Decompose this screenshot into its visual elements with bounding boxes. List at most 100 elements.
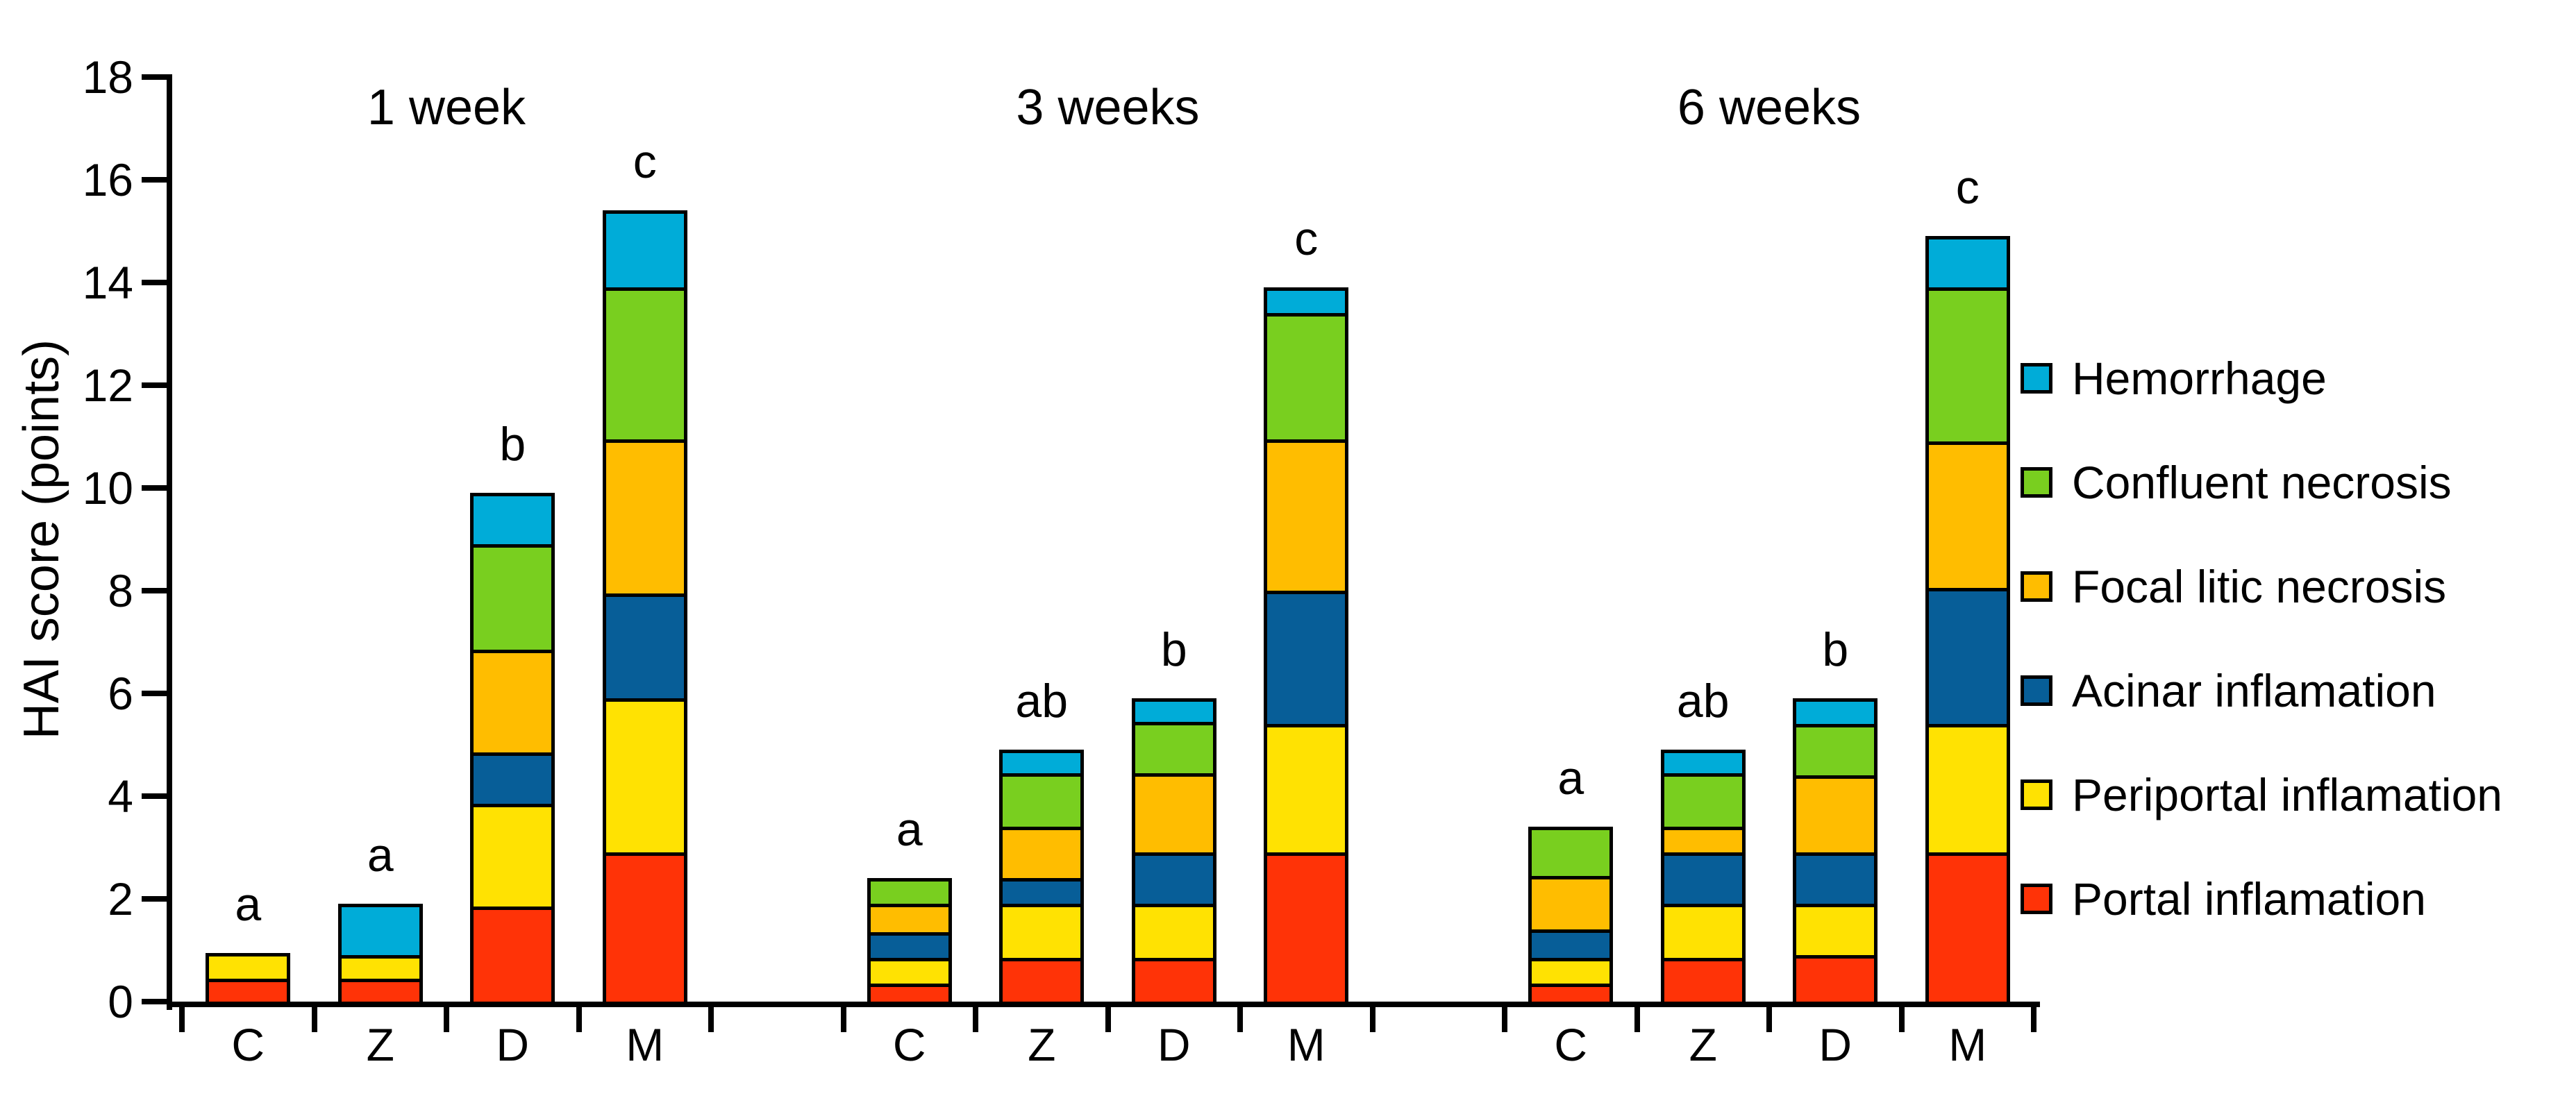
bar-segment-acinar-inflamation [470, 752, 555, 808]
y-tick-label: 18 [82, 51, 133, 103]
sig-letter: a [896, 803, 923, 857]
legend-swatch-portal-inflamation [2021, 884, 2052, 914]
x-category-label: D [496, 1019, 530, 1070]
x-category-label: Z [1689, 1019, 1717, 1070]
bar-segment-portal-inflamation [1131, 958, 1216, 1005]
y-tick [142, 588, 172, 593]
bar-segment-acinar-inflamation [602, 593, 687, 702]
x-tick [2031, 1007, 2036, 1032]
legend-label: Acinar inflamation [2072, 665, 2436, 716]
y-tick-label: 12 [82, 360, 133, 411]
y-tick-label: 4 [108, 770, 133, 822]
x-category-label: D [1157, 1019, 1191, 1070]
x-tick [708, 1007, 714, 1032]
bar-segment-acinar-inflamation [1925, 588, 2010, 728]
bar-segment-periportal-inflamation [1793, 904, 1878, 959]
bar-segment-hemorrhage [1793, 698, 1878, 728]
bar-segment-confluent-necrosis [1528, 827, 1614, 879]
x-category-label: Z [366, 1019, 394, 1070]
bar-segment-periportal-inflamation [1264, 724, 1349, 857]
x-category-label: D [1818, 1019, 1852, 1070]
y-tick [142, 74, 172, 80]
bar-segment-hemorrhage [470, 493, 555, 548]
x-category-label: C [892, 1019, 926, 1070]
bar-segment-hemorrhage [602, 210, 687, 292]
y-tick [142, 382, 172, 388]
bar-segment-portal-inflamation [470, 907, 555, 1005]
y-tick [142, 280, 172, 285]
x-tick [1369, 1007, 1375, 1032]
bar-segment-hemorrhage [1925, 236, 2010, 292]
bar-segment-confluent-necrosis [1925, 287, 2010, 446]
bar-segment-portal-inflamation [206, 978, 291, 1005]
bar-segment-periportal-inflamation [1925, 724, 2010, 857]
y-tick-label: 6 [108, 668, 133, 719]
sig-letter: a [367, 829, 394, 882]
y-axis-line [167, 74, 172, 1010]
bar-segment-confluent-necrosis [1660, 773, 1746, 831]
bar-segment-acinar-inflamation [1131, 852, 1216, 908]
bar-segment-portal-inflamation [999, 958, 1085, 1005]
y-tick-label: 8 [108, 565, 133, 616]
bar-segment-portal-inflamation [337, 978, 423, 1005]
legend-label: Periportal inflamation [2072, 769, 2502, 820]
legend-swatch-confluent-necrosis [2021, 467, 2052, 498]
x-category-label: M [1948, 1019, 1987, 1070]
legend-item: Periportal inflamation [2021, 764, 2502, 826]
sig-letter: b [1160, 623, 1187, 677]
bar-segment-periportal-inflamation [867, 958, 952, 988]
x-tick [840, 1007, 846, 1032]
x-tick [973, 1007, 978, 1032]
legend-label: Focal litic necrosis [2072, 561, 2447, 612]
x-category-label: M [626, 1019, 664, 1070]
y-tick [142, 177, 172, 183]
group-title: 1 week [367, 80, 526, 135]
bar-segment-focal-litic-necrosis [1131, 773, 1216, 857]
y-tick [142, 691, 172, 696]
x-tick [576, 1007, 582, 1032]
bar-segment-confluent-necrosis [867, 878, 952, 908]
bar-segment-focal-litic-necrosis [867, 904, 952, 936]
bar-segment-hemorrhage [1660, 750, 1746, 777]
x-tick [1766, 1007, 1772, 1032]
bar-segment-confluent-necrosis [1264, 313, 1349, 443]
x-tick [1502, 1007, 1507, 1032]
sig-letter: ab [1676, 675, 1730, 728]
y-tick [142, 793, 172, 799]
bar-segment-focal-litic-necrosis [1660, 827, 1746, 857]
bar-segment-periportal-inflamation [470, 804, 555, 911]
sig-letter: a [235, 877, 262, 931]
group-title: 6 weeks [1677, 80, 1862, 135]
bar-segment-focal-litic-necrosis [999, 827, 1085, 882]
bar-segment-periportal-inflamation [1131, 904, 1216, 962]
sig-letter: c [1955, 161, 1980, 214]
bar-segment-confluent-necrosis [470, 544, 555, 654]
group-title: 3 weeks [1016, 80, 1200, 135]
bar-segment-focal-litic-necrosis [470, 650, 555, 757]
bar-segment-acinar-inflamation [1793, 852, 1878, 908]
sig-letter: c [633, 135, 657, 189]
sig-letter: b [499, 418, 526, 471]
bar-segment-portal-inflamation [1793, 955, 1878, 1005]
bar-segment-focal-litic-necrosis [602, 439, 687, 597]
x-tick [179, 1007, 185, 1032]
legend-swatch-focal-litic-necrosis [2021, 571, 2052, 602]
x-tick [1105, 1007, 1111, 1032]
bar-segment-confluent-necrosis [602, 287, 687, 443]
x-tick [1237, 1007, 1243, 1032]
x-category-label: M [1287, 1019, 1325, 1070]
bar-segment-periportal-inflamation [206, 952, 291, 982]
bar-segment-periportal-inflamation [999, 904, 1085, 962]
legend-label: Confluent necrosis [2072, 457, 2452, 508]
bar-segment-focal-litic-necrosis [1264, 439, 1349, 594]
bar-segment-hemorrhage [1264, 287, 1349, 317]
x-tick [311, 1007, 317, 1032]
y-tick-label: 0 [108, 976, 133, 1027]
bar-segment-portal-inflamation [602, 852, 687, 1005]
bar-segment-periportal-inflamation [1528, 958, 1614, 988]
x-tick [444, 1007, 449, 1032]
y-tick-label: 16 [82, 154, 133, 205]
bar-segment-acinar-inflamation [999, 878, 1085, 908]
legend-label: Portal inflamation [2072, 873, 2426, 925]
